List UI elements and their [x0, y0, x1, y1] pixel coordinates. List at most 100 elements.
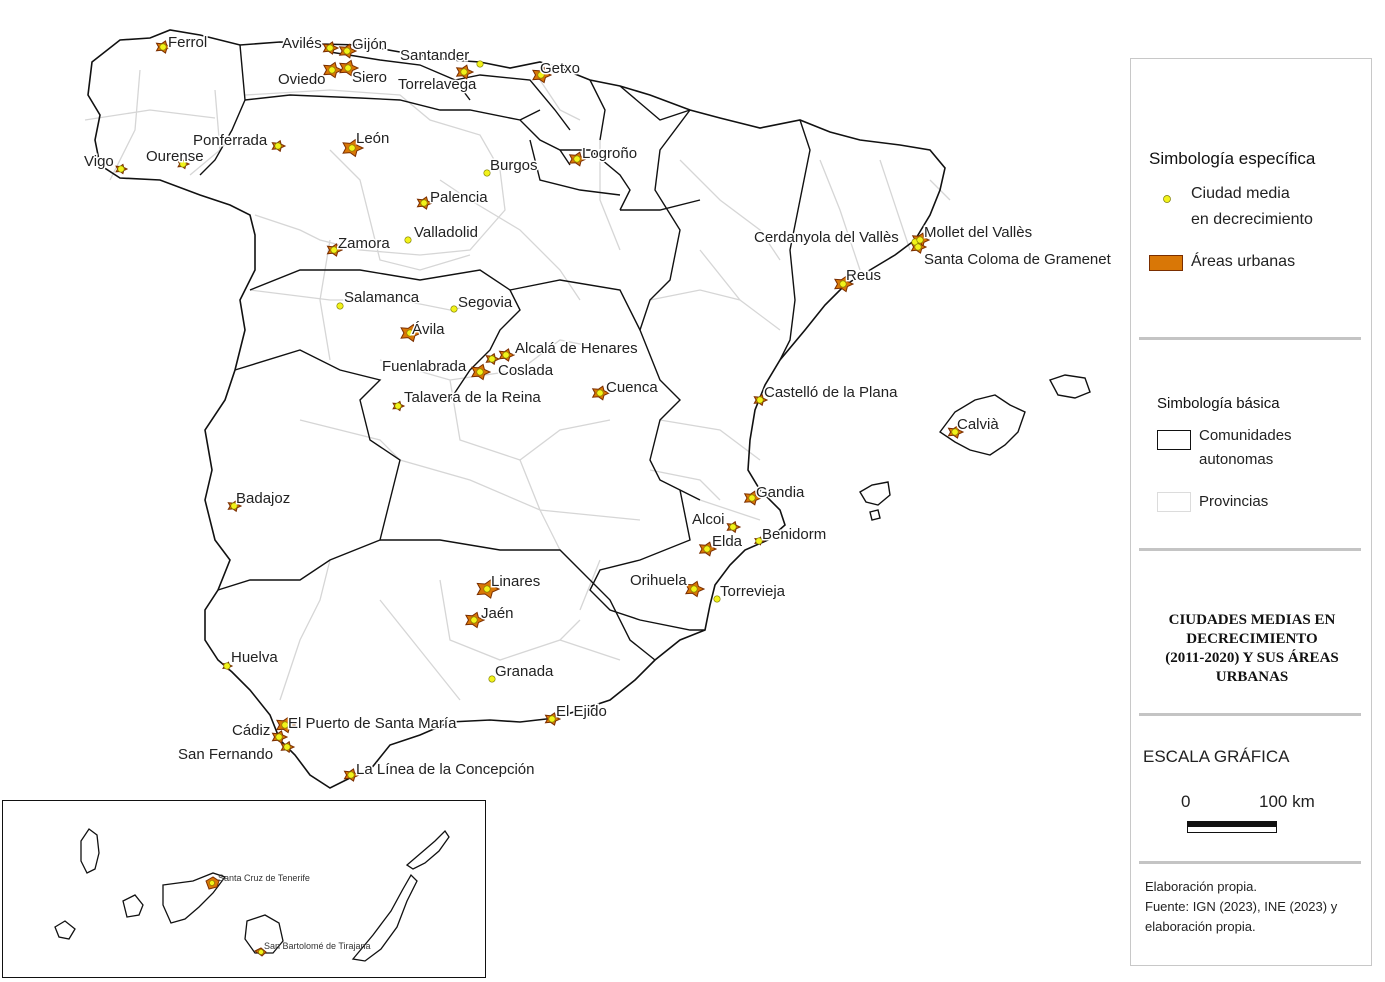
- city-label: Logroño: [582, 145, 637, 162]
- scale-zero-label: 0: [1181, 792, 1191, 811]
- city-point: [336, 302, 344, 310]
- city-point-legend-icon: [1163, 195, 1171, 203]
- city-point: [330, 246, 338, 254]
- legend-panel: Simbología específica Ciudad media en de…: [1130, 58, 1372, 966]
- canary-city-label: San Bartolomé de Tirajana: [264, 941, 371, 951]
- scale-title: ESCALA GRÁFICA: [1143, 747, 1290, 766]
- credits-line-2: Fuente: IGN (2023), INE (2023) y: [1145, 899, 1338, 914]
- city-label: Torrelavega: [398, 76, 477, 93]
- city-point: [916, 236, 924, 244]
- city-point: [729, 523, 737, 531]
- city-point: [343, 47, 351, 55]
- legend-communities-label-1: Comunidades: [1199, 427, 1292, 444]
- city-point: [117, 165, 125, 173]
- city-label: Valladolid: [414, 224, 478, 241]
- scale-bar: [1187, 821, 1277, 833]
- city-label: Huelva: [231, 649, 278, 666]
- canary-city-point: [258, 949, 264, 955]
- legend-separator: [1139, 713, 1361, 716]
- balearic-islands: [859, 374, 1091, 521]
- city-point: [281, 721, 289, 729]
- city-label: El Puerto de Santa María: [288, 715, 457, 732]
- city-label: Jaén: [481, 605, 514, 622]
- province-legend-swatch: [1157, 492, 1191, 512]
- city-points: [117, 43, 959, 779]
- city-point: [328, 66, 336, 74]
- city-point: [713, 595, 721, 603]
- legend-separator: [1139, 337, 1361, 340]
- city-point: [488, 355, 496, 363]
- city-point: [596, 389, 604, 397]
- city-point: [483, 169, 491, 177]
- city-point: [326, 44, 334, 52]
- city-label: Talavera de la Reina: [404, 389, 541, 406]
- city-point: [275, 733, 283, 741]
- city-point: [914, 243, 922, 251]
- legend-communities-label-2: autonomas: [1199, 451, 1274, 468]
- city-label: Orihuela: [630, 572, 687, 589]
- city-label: Santa Coloma de Gramenet: [924, 251, 1112, 268]
- legend-separator: [1139, 548, 1361, 551]
- city-label: Alcalá de Henares: [515, 340, 638, 357]
- map-title-line-2: DECRECIMIENTO: [1186, 631, 1318, 647]
- city-point: [488, 675, 496, 683]
- map-title-line-3: (2011-2020) Y SUS ÁREAS: [1165, 650, 1339, 666]
- city-point: [755, 537, 763, 545]
- city-point: [450, 305, 458, 313]
- legend-provinces-label: Provincias: [1199, 493, 1269, 510]
- city-label: Segovia: [458, 294, 513, 311]
- city-label: Coslada: [498, 362, 554, 379]
- credits-line-1: Elaboración propia.: [1145, 879, 1258, 894]
- city-label: San Fernando: [178, 746, 273, 763]
- city-label: Torrevieja: [720, 583, 786, 600]
- city-point: [502, 351, 510, 359]
- city-point: [179, 160, 187, 168]
- city-label: Getxo: [540, 60, 580, 77]
- city-label: La Línea de la Concepción: [356, 761, 534, 778]
- city-point: [470, 616, 478, 624]
- city-point: [394, 402, 402, 410]
- city-point: [483, 585, 491, 593]
- city-label: Granada: [495, 663, 554, 680]
- city-point: [460, 68, 468, 76]
- city-label: Vigo: [84, 153, 114, 170]
- city-point: [406, 329, 414, 337]
- city-point: [548, 715, 556, 723]
- city-label: Ferrol: [168, 34, 207, 51]
- city-point: [344, 64, 352, 72]
- province-borders: [84, 69, 951, 701]
- legend-separator: [1139, 861, 1361, 864]
- legend-specific-title: Simbología específica: [1149, 149, 1316, 168]
- city-point: [537, 71, 545, 79]
- city-label: Fuenlabrada: [382, 358, 467, 375]
- city-label: Reus: [846, 267, 881, 284]
- city-label: Santander: [400, 47, 469, 64]
- city-label: Badajoz: [236, 490, 290, 507]
- canary-islands-map: Santa Cruz de Tenerife San Bartolomé de …: [54, 828, 450, 962]
- city-label: Ourense: [146, 148, 204, 165]
- city-point: [274, 142, 282, 150]
- city-point: [839, 280, 847, 288]
- city-label: Linares: [491, 573, 540, 590]
- credits-line-3: elaboración propia.: [1145, 919, 1256, 934]
- city-point: [223, 662, 231, 670]
- city-point: [476, 368, 484, 376]
- city-label: El Ejido: [556, 703, 607, 720]
- legend-urban-label: Áreas urbanas: [1191, 253, 1296, 270]
- city-point: [951, 428, 959, 436]
- community-legend-swatch: [1157, 430, 1191, 450]
- legend-basic-title: Simbología básica: [1157, 395, 1280, 412]
- legend-point-label-2: en decrecimiento: [1191, 211, 1313, 228]
- city-point: [756, 396, 764, 404]
- map-title-line-1: CIUDADES MEDIAS EN: [1168, 612, 1336, 628]
- city-label: Cerdanyola del Vallès: [754, 229, 899, 246]
- city-label: Calvià: [957, 416, 999, 433]
- city-label: Castelló de la Plana: [764, 384, 898, 401]
- city-point: [690, 585, 698, 593]
- city-point: [748, 494, 756, 502]
- canary-city-label: Santa Cruz de Tenerife: [218, 873, 310, 883]
- city-label: Siero: [352, 69, 387, 86]
- urban-area-legend-swatch: [1149, 255, 1183, 271]
- city-label: Salamanca: [344, 289, 420, 306]
- city-point: [420, 199, 428, 207]
